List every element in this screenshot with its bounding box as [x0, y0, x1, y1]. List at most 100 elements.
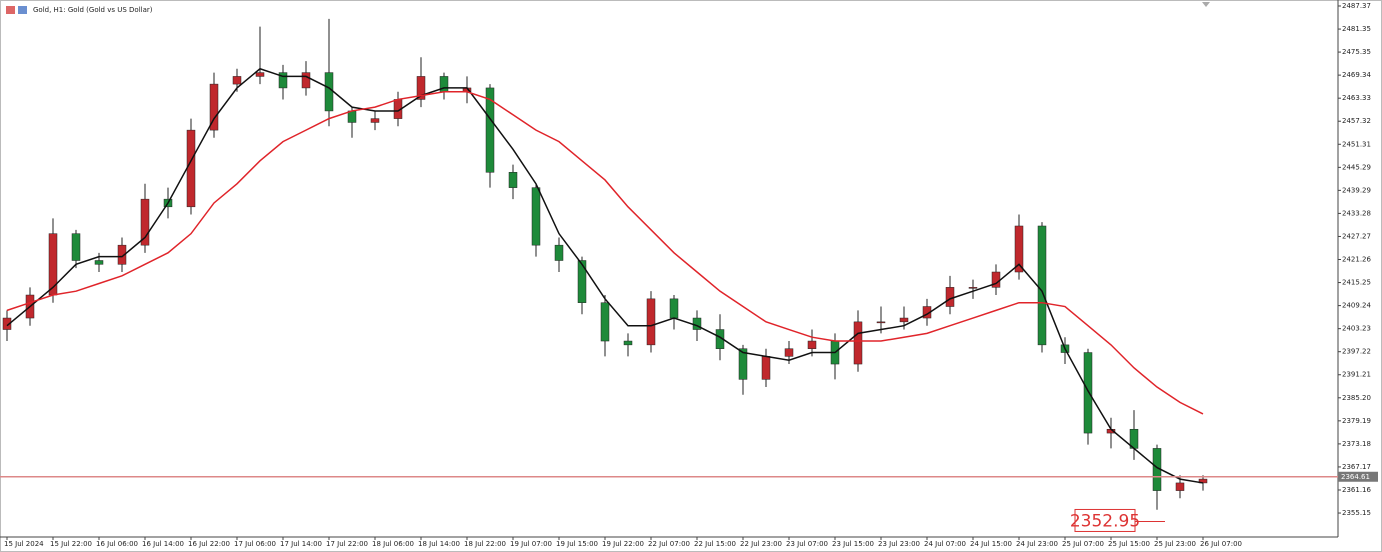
y-tick-label: 2403.23 [1342, 325, 1371, 333]
x-tick-label: 15 Jul 2024 [4, 540, 44, 548]
candle-body [738, 348, 748, 380]
candle-body [968, 287, 978, 289]
moving-average [6, 91, 1204, 415]
candle-body [278, 72, 288, 89]
candle-body [94, 260, 104, 265]
x-tick-label: 18 Jul 06:00 [372, 540, 414, 548]
candle-body [370, 118, 380, 123]
x-tick-label: 18 Jul 14:00 [418, 540, 460, 548]
y-tick-label: 2481.35 [1342, 25, 1371, 33]
candle-body [301, 72, 311, 89]
x-tick-label: 16 Jul 22:00 [188, 540, 230, 548]
candle-body [1083, 352, 1093, 434]
x-tick-label: 17 Jul 06:00 [234, 540, 276, 548]
candle-body [577, 260, 587, 303]
x-tick-label: 25 Jul 15:00 [1108, 540, 1150, 548]
candle-body [209, 83, 219, 131]
y-tick-label: 2355.15 [1342, 509, 1371, 517]
candle-body [945, 287, 955, 307]
y-tick-label: 2421.26 [1342, 256, 1371, 264]
annotation-box [1074, 508, 1136, 532]
candle-body [71, 233, 81, 261]
y-tick-label: 2391.21 [1342, 371, 1371, 379]
candle-body [623, 340, 633, 346]
annotation-label: 2352.95 [1070, 511, 1140, 531]
x-tick-label: 24 Jul 15:00 [970, 540, 1012, 548]
candle-body [140, 198, 150, 246]
candle-body [1014, 225, 1024, 273]
x-tick-label: 16 Jul 06:00 [96, 540, 138, 548]
candle-body [48, 233, 58, 296]
candle-body [485, 87, 495, 173]
x-tick-label: 19 Jul 22:00 [602, 540, 644, 548]
y-tick-label: 2463.33 [1342, 94, 1371, 102]
x-tick-label: 25 Jul 07:00 [1062, 540, 1104, 548]
y-tick-label: 2367.17 [1342, 463, 1371, 471]
y-tick-label: 2379.19 [1342, 417, 1371, 425]
x-tick-label: 19 Jul 07:00 [510, 540, 552, 548]
icon [18, 6, 27, 14]
x-tick-label: 17 Jul 14:00 [280, 540, 322, 548]
chart-title: Gold, H1: Gold (Gold vs US Dollar) [33, 6, 153, 14]
candle-body [1175, 482, 1185, 491]
candle-body [876, 321, 886, 324]
y-tick-label: 2451.31 [1342, 140, 1371, 148]
y-tick-label: 2445.29 [1342, 163, 1371, 171]
candle-body [508, 172, 518, 188]
y-tick-label: 2469.34 [1342, 71, 1371, 79]
x-tick-label: 18 Jul 22:00 [464, 540, 506, 548]
candle-body [784, 348, 794, 357]
price-label: 2364.61 [1341, 473, 1370, 481]
x-tick-label: 23 Jul 15:00 [832, 540, 874, 548]
x-tick-label: 17 Jul 22:00 [326, 540, 368, 548]
candle-body [255, 72, 265, 77]
x-tick-label: 22 Jul 07:00 [648, 540, 690, 548]
x-tick-label: 19 Jul 15:00 [556, 540, 598, 548]
y-tick-label: 2385.20 [1342, 394, 1371, 402]
y-tick-label: 2475.35 [1342, 48, 1371, 56]
x-tick-label: 15 Jul 22:00 [50, 540, 92, 548]
candle-body [761, 356, 771, 380]
x-tick-label: 25 Jul 23:00 [1154, 540, 1196, 548]
y-tick-label: 2427.27 [1342, 232, 1371, 240]
y-tick-label: 2433.28 [1342, 209, 1371, 217]
candle-body [1037, 225, 1047, 346]
candle-body [531, 187, 541, 246]
moving-average [6, 67, 1204, 484]
x-tick-label: 23 Jul 23:00 [878, 540, 920, 548]
y-tick-label: 2373.18 [1342, 440, 1371, 448]
y-tick-label: 2487.37 [1342, 2, 1371, 10]
y-tick-label: 2415.25 [1342, 279, 1371, 287]
x-tick-label: 22 Jul 23:00 [740, 540, 782, 548]
candle-body [554, 244, 564, 261]
x-tick-label: 26 Jul 07:00 [1200, 540, 1242, 548]
candle-body [324, 72, 334, 112]
candle-body [232, 76, 242, 85]
candle-body [600, 302, 610, 342]
candle-body [416, 76, 426, 100]
x-tick-label: 24 Jul 07:00 [924, 540, 966, 548]
candle-body [646, 298, 656, 346]
candle-body [186, 129, 196, 208]
x-tick-label: 23 Jul 07:00 [786, 540, 828, 548]
candle-body [807, 340, 817, 349]
y-tick-label: 2361.16 [1342, 486, 1371, 494]
candle-body [853, 321, 863, 365]
candle-body [117, 244, 127, 265]
candle-body [669, 298, 679, 319]
y-tick-label: 2439.29 [1342, 186, 1371, 194]
shift-marker [1202, 2, 1210, 7]
x-tick-label: 22 Jul 15:00 [694, 540, 736, 548]
y-tick-label: 2409.24 [1342, 302, 1371, 310]
y-tick-label: 2457.32 [1342, 117, 1371, 125]
candle-body [2, 317, 12, 330]
x-tick-label: 24 Jul 23:00 [1016, 540, 1058, 548]
icon [6, 6, 15, 14]
candle-body [899, 317, 909, 323]
price-box [1338, 471, 1378, 482]
y-tick-label: 2397.22 [1342, 348, 1371, 356]
x-tick-label: 16 Jul 14:00 [142, 540, 184, 548]
candle-body [347, 110, 357, 123]
